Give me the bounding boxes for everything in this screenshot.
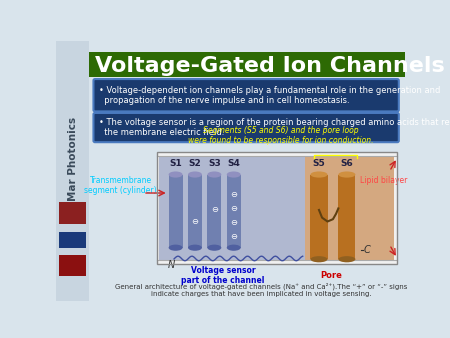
Ellipse shape: [207, 245, 221, 251]
Text: ⊖: ⊖: [230, 218, 237, 227]
Text: S5: S5: [313, 160, 325, 168]
Ellipse shape: [227, 245, 241, 251]
Text: ⊖: ⊖: [230, 190, 237, 199]
Bar: [157, 152, 397, 264]
Ellipse shape: [227, 171, 241, 178]
Text: S3: S3: [208, 160, 220, 168]
Text: N: N: [167, 260, 175, 270]
Ellipse shape: [169, 245, 183, 251]
Text: S2: S2: [189, 160, 201, 168]
Text: Voltage sensor
part of the channel: Voltage sensor part of the channel: [181, 266, 265, 285]
Ellipse shape: [207, 171, 221, 178]
FancyBboxPatch shape: [94, 79, 399, 112]
Ellipse shape: [338, 171, 356, 178]
Text: ⊖: ⊖: [192, 217, 198, 226]
Text: ⊖: ⊖: [230, 204, 237, 213]
Text: • Voltage-dependent ion channels play a fundamental role in the generation and
 : • Voltage-dependent ion channels play a …: [99, 86, 440, 105]
Text: S4: S4: [227, 160, 240, 168]
Bar: [157, 152, 397, 264]
Text: Segments (S5 and S6) and the pore loop
were found to be responsible for ion cond: Segments (S5 and S6) and the pore loop w…: [188, 126, 374, 145]
Bar: [58, 202, 86, 224]
Ellipse shape: [310, 171, 328, 178]
Bar: [58, 255, 86, 276]
Bar: [227, 174, 241, 248]
Ellipse shape: [188, 171, 202, 178]
Text: C: C: [364, 245, 371, 255]
Bar: [169, 174, 183, 248]
Text: Voltage-Gated Ion Channels: Voltage-Gated Ion Channels: [95, 56, 445, 76]
Bar: [89, 52, 405, 77]
Text: S6: S6: [341, 160, 353, 168]
FancyBboxPatch shape: [94, 113, 399, 142]
Bar: [188, 174, 202, 248]
Ellipse shape: [310, 256, 328, 262]
Bar: [338, 174, 356, 259]
Bar: [58, 232, 86, 248]
Bar: [56, 41, 89, 301]
Text: ⊖: ⊖: [211, 206, 218, 214]
Bar: [159, 156, 305, 260]
Text: General architecture of voltage-gated channels (Na⁺ and Ca²⁺).The “+” or “-” sig: General architecture of voltage-gated ch…: [116, 282, 408, 296]
Text: • The voltage sensor is a region of the protein bearing charged amino acids that: • The voltage sensor is a region of the …: [99, 118, 450, 137]
Ellipse shape: [169, 171, 183, 178]
Text: S1: S1: [169, 160, 182, 168]
Text: ⊖: ⊖: [230, 232, 237, 241]
Text: Transmembrane
segment (cylinder): Transmembrane segment (cylinder): [84, 176, 157, 195]
Text: Del Mar Photonics: Del Mar Photonics: [68, 117, 77, 224]
Text: Pore: Pore: [320, 271, 342, 280]
Text: Lipid bilayer: Lipid bilayer: [360, 176, 407, 185]
Ellipse shape: [338, 256, 356, 262]
Bar: [207, 174, 221, 248]
Ellipse shape: [188, 245, 202, 251]
Bar: [310, 174, 328, 259]
Bar: [305, 156, 394, 260]
